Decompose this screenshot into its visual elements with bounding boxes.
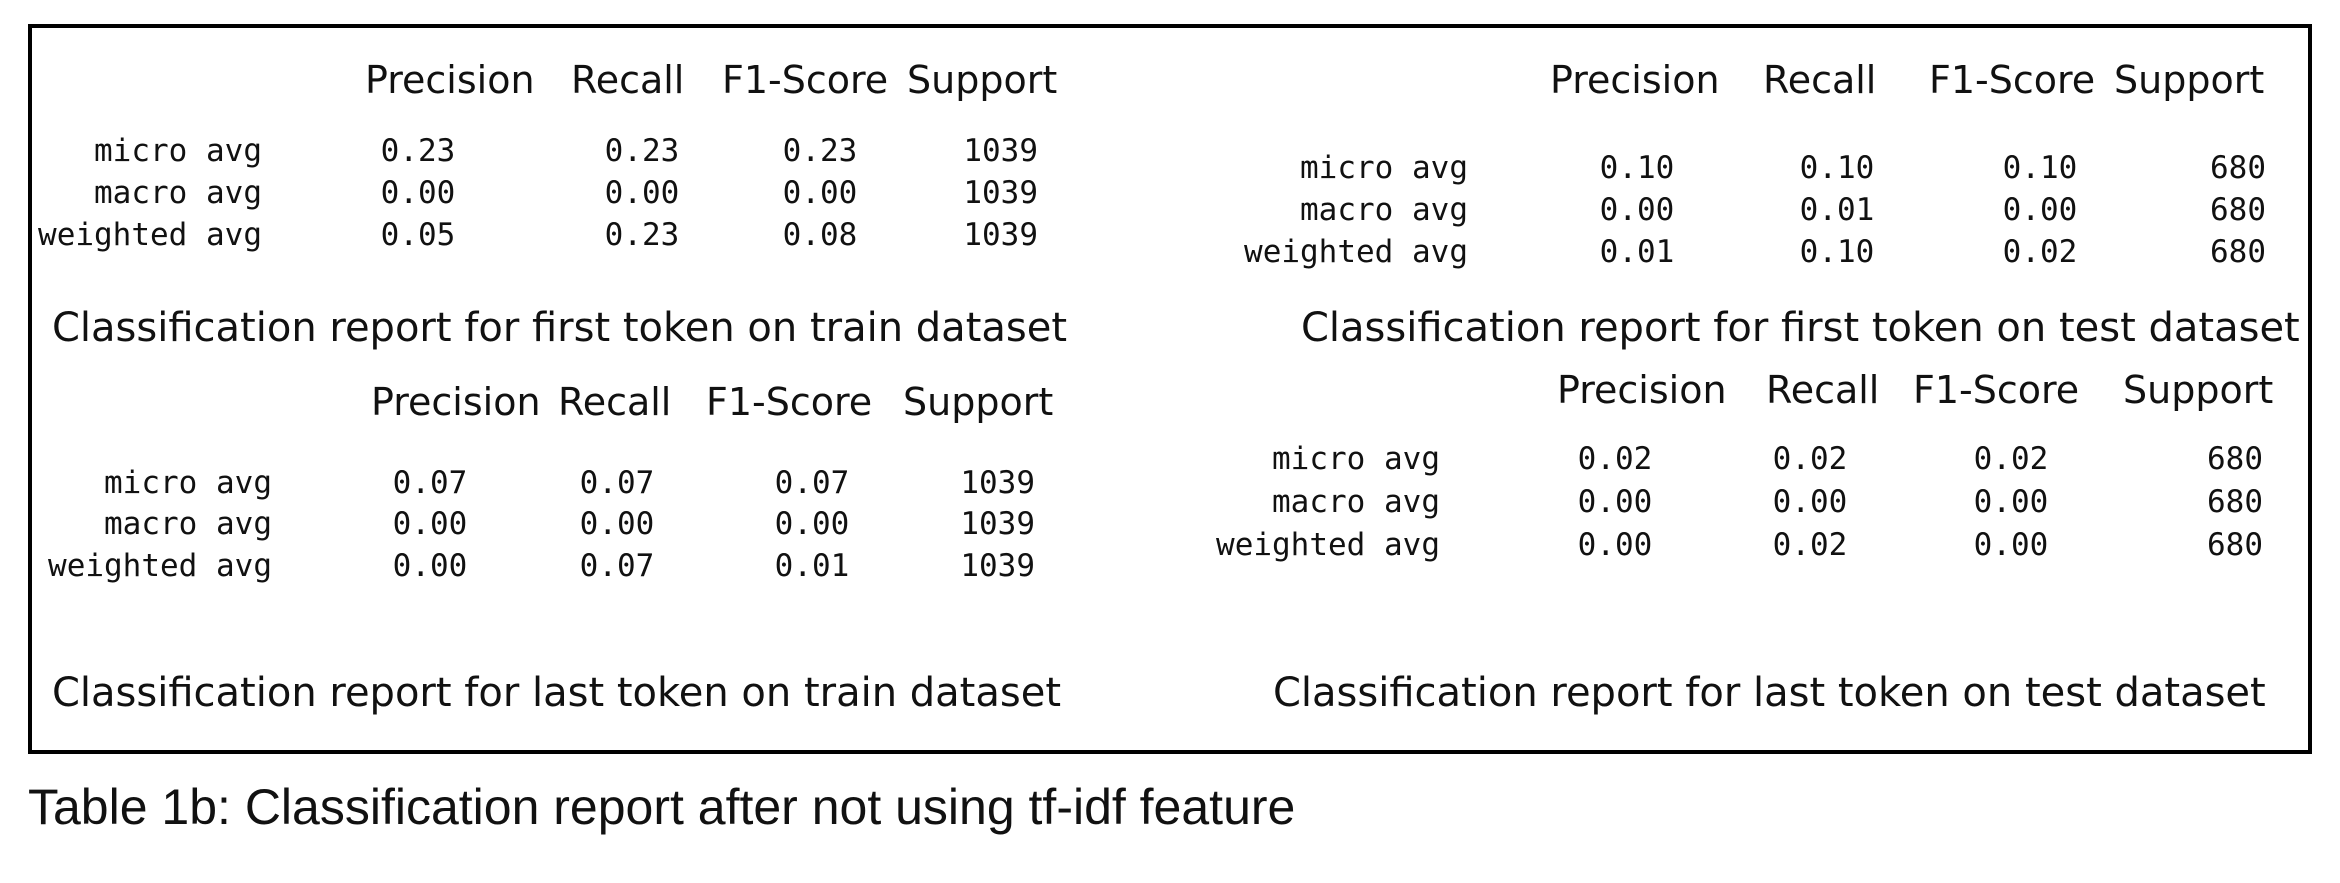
metric-value: 0.00 <box>392 506 468 542</box>
column-header: F1-Score <box>722 58 889 102</box>
column-header: Recall <box>1766 368 1880 412</box>
metric-value: 0.00 <box>2002 192 2078 228</box>
column-header: Support <box>2123 368 2274 412</box>
metric-value: 0.10 <box>1599 150 1675 186</box>
metric-value: 0.23 <box>604 217 680 253</box>
metric-value: 0.23 <box>782 133 858 169</box>
metric-value: 0.07 <box>579 465 655 501</box>
report-caption: Classification report for first token on… <box>52 305 1068 351</box>
metric-value: 0.02 <box>2002 234 2078 270</box>
support-value: 1039 <box>960 548 1035 584</box>
metric-value: 0.00 <box>579 506 655 542</box>
column-header: Support <box>903 380 1054 424</box>
row-label: micro avg <box>1272 441 1440 477</box>
support-value: 680 <box>2210 192 2266 228</box>
metric-value: 0.00 <box>782 175 858 211</box>
metric-value: 0.00 <box>392 548 468 584</box>
column-header: F1-Score <box>1929 58 2096 102</box>
metric-value: 0.23 <box>380 133 456 169</box>
report-caption: Classification report for first token on… <box>1301 305 2300 351</box>
row-label: macro avg <box>1272 484 1440 520</box>
table-caption: Table 1b: Classification report after no… <box>28 779 1296 835</box>
metric-value: 0.01 <box>1599 234 1675 270</box>
column-header: Support <box>2114 58 2265 102</box>
metric-value: 0.00 <box>380 175 456 211</box>
row-label: weighted avg <box>1216 527 1440 563</box>
column-header: F1-Score <box>1913 368 2080 412</box>
support-value: 1039 <box>963 217 1038 253</box>
metric-value: 0.07 <box>392 465 468 501</box>
metric-value: 0.02 <box>1973 441 2049 477</box>
metric-value: 0.00 <box>604 175 680 211</box>
metric-value: 0.02 <box>1772 441 1848 477</box>
column-header: Precision <box>1557 368 1727 412</box>
metric-value: 0.10 <box>2002 150 2078 186</box>
column-header: Precision <box>1550 58 1720 102</box>
figure-frame <box>28 24 2312 754</box>
metric-value: 0.07 <box>774 465 850 501</box>
metric-value: 0.08 <box>782 217 858 253</box>
support-value: 680 <box>2207 441 2263 477</box>
metric-value: 0.07 <box>579 548 655 584</box>
row-label: macro avg <box>104 506 272 542</box>
row-label: macro avg <box>94 175 262 211</box>
metric-value: 0.10 <box>1799 234 1875 270</box>
support-value: 680 <box>2210 234 2266 270</box>
support-value: 1039 <box>963 133 1038 169</box>
metric-value: 0.00 <box>774 506 850 542</box>
metric-value: 0.01 <box>1799 192 1875 228</box>
column-header: Recall <box>1763 58 1877 102</box>
row-label: micro avg <box>94 133 262 169</box>
metric-value: 0.00 <box>1577 484 1653 520</box>
metric-value: 0.23 <box>604 133 680 169</box>
support-value: 1039 <box>963 175 1038 211</box>
report-caption: Classification report for last token on … <box>52 670 1062 716</box>
row-label: weighted avg <box>48 548 272 584</box>
metric-value: 0.01 <box>774 548 850 584</box>
column-header: Support <box>907 58 1058 102</box>
support-value: 1039 <box>960 506 1035 542</box>
row-label: weighted avg <box>38 217 262 253</box>
metric-value: 0.02 <box>1772 527 1848 563</box>
metric-value: 0.00 <box>1772 484 1848 520</box>
report-caption: Classification report for last token on … <box>1273 670 2266 716</box>
support-value: 1039 <box>960 465 1035 501</box>
metric-value: 0.05 <box>380 217 456 253</box>
metric-value: 0.00 <box>1577 527 1653 563</box>
support-value: 680 <box>2210 150 2266 186</box>
support-value: 680 <box>2207 484 2263 520</box>
column-header: Precision <box>365 58 535 102</box>
row-label: weighted avg <box>1244 234 1468 270</box>
row-label: macro avg <box>1300 192 1468 228</box>
column-header: Recall <box>558 380 672 424</box>
metric-value: 0.10 <box>1799 150 1875 186</box>
column-header: Recall <box>571 58 685 102</box>
row-label: micro avg <box>1300 150 1468 186</box>
support-value: 680 <box>2207 527 2263 563</box>
metric-value: 0.00 <box>1973 527 2049 563</box>
metric-value: 0.00 <box>1973 484 2049 520</box>
metric-value: 0.00 <box>1599 192 1675 228</box>
column-header: Precision <box>371 380 541 424</box>
column-header: F1-Score <box>706 380 873 424</box>
row-label: micro avg <box>104 465 272 501</box>
metric-value: 0.02 <box>1577 441 1653 477</box>
